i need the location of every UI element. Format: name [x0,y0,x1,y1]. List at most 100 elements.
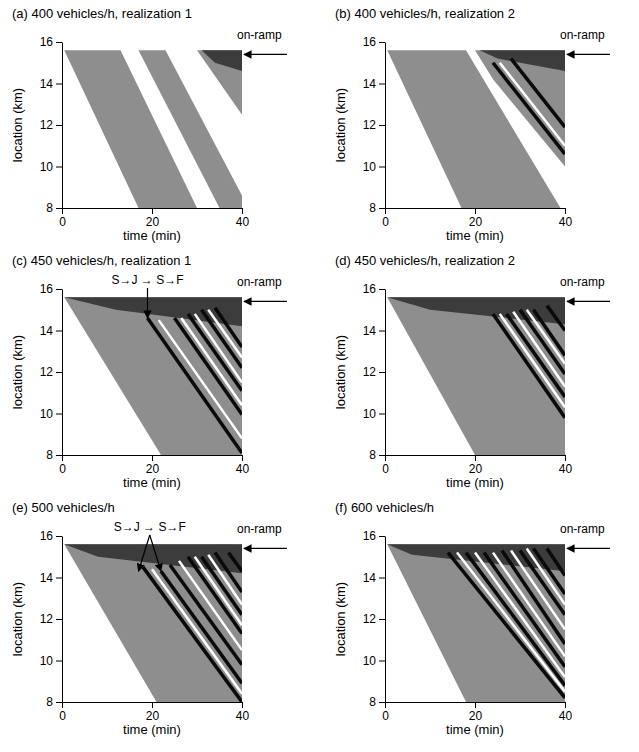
jam-line [500,63,565,146]
on-ramp-arrow [244,548,287,549]
x-tick-label: 40 [559,709,573,723]
x-tick-mark [62,455,63,461]
y-tick-label: 16 [363,282,377,296]
y-tick: 14 [40,324,62,338]
x-tick-mark [565,702,566,708]
x-tick: 20 [469,208,483,229]
y-tick-mark [379,208,385,209]
on-ramp-label: on-ramp [560,522,605,536]
x-tick-mark [385,208,386,214]
x-tick: 40 [236,208,250,229]
x-tick-mark [475,455,476,461]
region [202,50,243,71]
x-axis: 0 20 40 [382,208,572,229]
x-axis-title: time (min) [446,475,504,490]
y-tick: 12 [363,118,385,132]
jam-line [534,310,566,356]
y-tick-label: 8 [46,448,53,462]
y-tick-label: 16 [40,35,54,49]
y-tick-mark [379,331,385,332]
x-tick-label: 40 [559,462,573,476]
y-axis-line [385,537,386,703]
x-tick: 40 [236,455,250,476]
x-tick-label: 0 [59,215,66,229]
x-tick-mark [242,455,243,461]
region [64,544,242,702]
on-ramp-arrow [567,548,610,549]
plot-area [387,50,565,208]
x-tick-mark [242,208,243,214]
x-tick-label: 0 [59,462,66,476]
region [387,297,565,324]
region [197,50,242,114]
y-axis: 810121416 [363,282,386,462]
x-tick-mark [565,455,566,461]
y-tick-mark [56,536,62,537]
x-axis: 02040 [59,702,249,723]
y-tick-mark [379,42,385,43]
y-tick-label: 14 [40,571,54,585]
on-ramp-arrow [567,301,610,302]
y-tick-mark [56,42,62,43]
x-tick-mark [565,208,566,214]
x-tick-mark [242,702,243,708]
jam-line [547,306,565,331]
plot-area [64,50,242,208]
y-axis: 810121416 [40,282,63,462]
jam-line [215,308,242,347]
y-tick-label: 14 [363,324,377,338]
y-tick-label: 8 [46,695,53,709]
x-axis: 02040 [59,208,249,229]
x-tick: 0 [59,208,66,229]
y-tick-label: 16 [40,529,54,543]
y-tick-mark [56,455,62,456]
y-tick-label: 12 [40,118,54,132]
jam-line [511,59,565,127]
figure: 02040810121416(a) 400 vehicles/h, realiz… [0,0,639,752]
annotation-arrow [147,288,148,318]
region [387,297,565,455]
x-tick: 20 [146,455,160,476]
y-tick-label: 16 [40,282,54,296]
on-ramp-label: on-ramp [237,522,282,536]
y-tick: 16 [363,529,385,543]
plot-area [387,544,565,702]
y-tick: 8 [46,448,62,462]
y-tick: 14 [40,77,62,91]
x-tick: 40 [559,208,573,229]
x-axis-title: time (min) [123,722,181,737]
x-tick-mark [152,455,153,461]
on-ramp-label: on-ramp [560,275,605,289]
y-tick-label: 8 [369,448,376,462]
panel-title: (a) 400 vehicles/h, realization 1 [12,6,192,21]
y-tick-mark [379,167,385,168]
jam-line [513,312,565,387]
panel: 02040810121416(a) 400 vehicles/h, realiz… [10,6,287,243]
y-tick-mark [56,331,62,332]
y-tick-label: 8 [46,201,53,215]
y-tick: 12 [363,612,385,626]
x-tick: 40 [559,455,573,476]
jam-line [188,557,242,634]
x-tick: 0 [382,208,389,229]
jam-line [507,314,566,397]
region [64,297,242,326]
jam-line [493,553,565,657]
y-axis-title: location (km) [333,582,348,656]
plot-area [64,297,242,455]
y-tick-mark [379,536,385,537]
y-axis: 810121416 [363,529,386,709]
jam-line [448,553,565,698]
x-tick: 20 [469,455,483,476]
panel: 02040810121416(e) 500 vehicles/htime (mi… [10,500,287,737]
annotation-arrow [150,535,161,571]
y-tick: 8 [369,201,385,215]
y-tick-label: 12 [40,612,54,626]
y-tick: 10 [363,407,385,421]
jam-line [215,553,242,592]
x-tick-label: 40 [236,462,250,476]
y-tick-mark [56,372,62,373]
x-tick-label: 20 [469,709,483,723]
y-tick-mark [56,84,62,85]
y-tick-mark [56,289,62,290]
